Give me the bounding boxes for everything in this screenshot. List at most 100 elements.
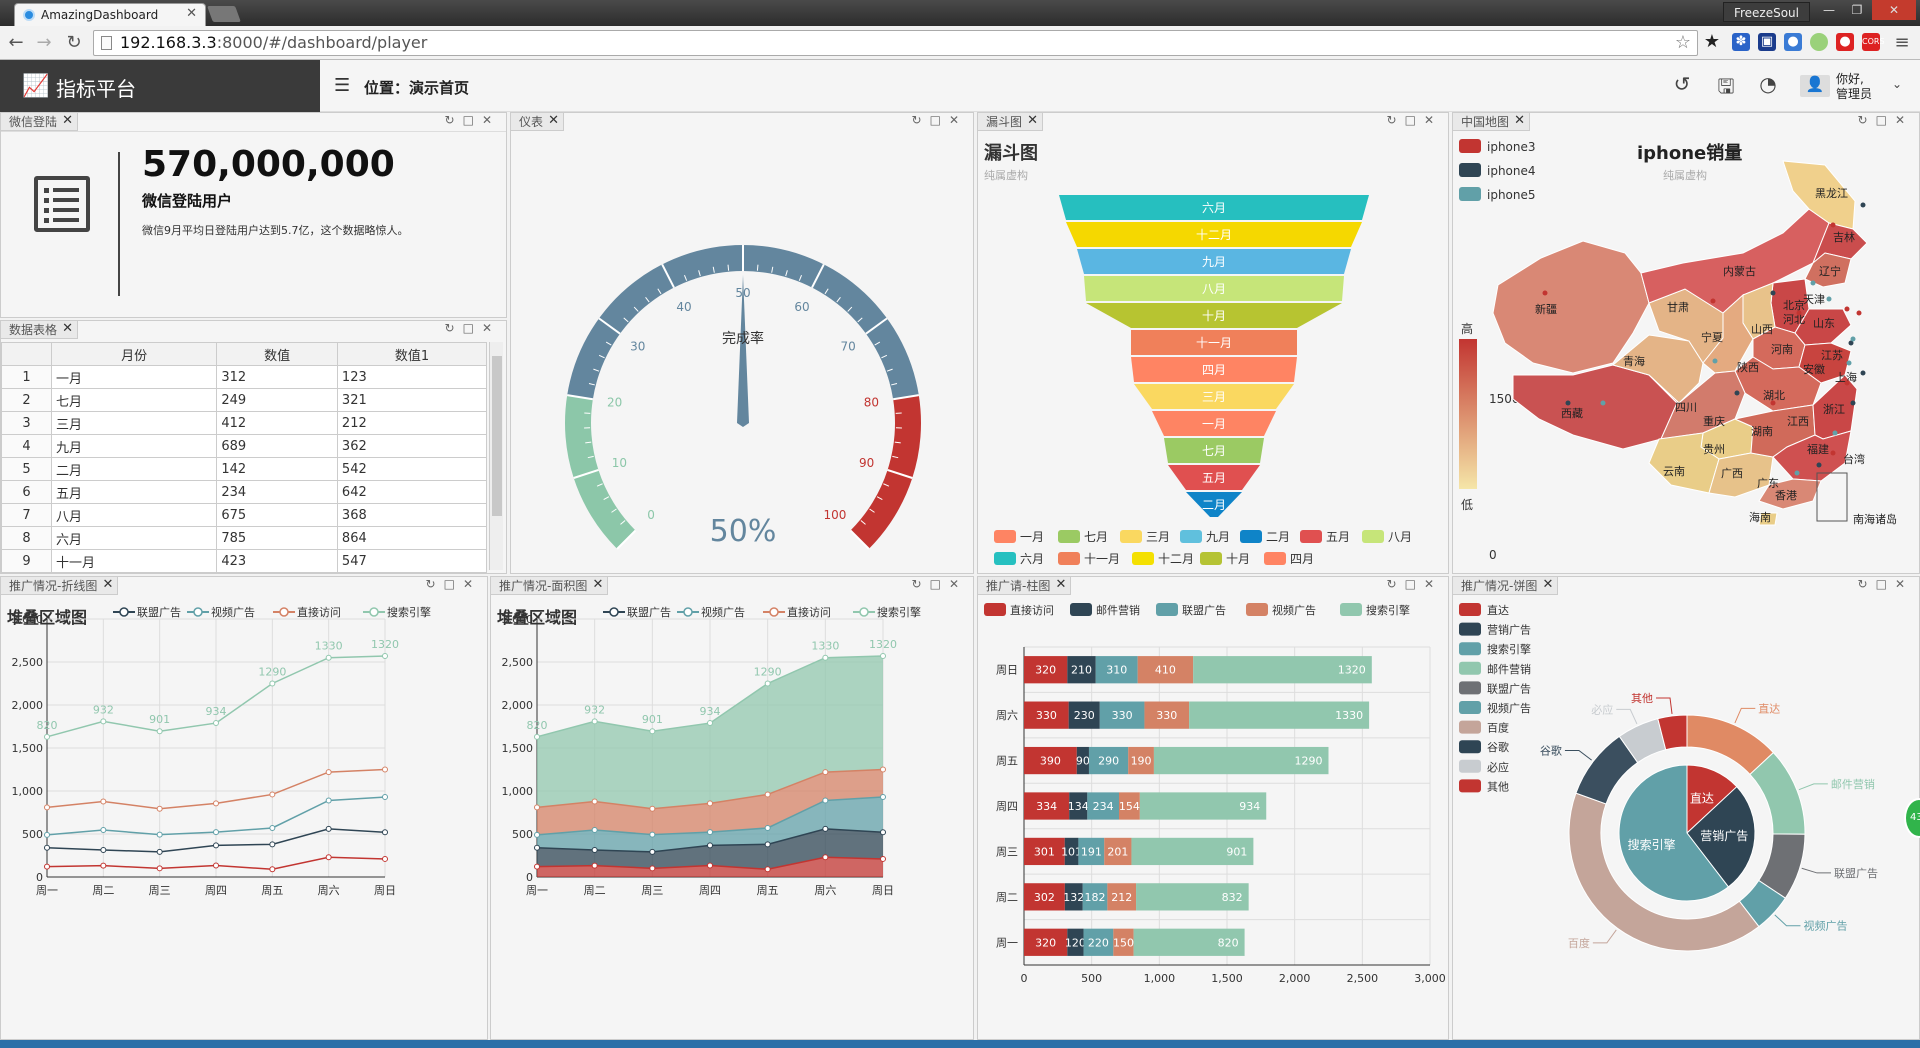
sales-dot xyxy=(1710,298,1716,304)
sales-dot xyxy=(1816,462,1822,468)
pie-legend-swatch xyxy=(1459,759,1481,773)
table-row[interactable]: 6 五月 234 642 xyxy=(1,480,488,504)
browser-menu-icon[interactable]: ≡ xyxy=(1894,32,1910,53)
save-icon[interactable]: 🖫 xyxy=(1717,74,1735,98)
browser-tab[interactable]: AmazingDashboard ✕ xyxy=(14,3,206,26)
map-legend-swatch xyxy=(1459,163,1481,177)
restore-icon[interactable]: ❐ xyxy=(1851,3,1863,17)
dashboard-icon[interactable]: ◔ xyxy=(1759,72,1777,96)
table-cell: 三月 xyxy=(50,411,218,435)
close-window-icon[interactable]: ✕ xyxy=(1872,0,1916,20)
chart-title: 堆叠区域图 xyxy=(7,608,87,627)
table-row[interactable]: 4 九月 689 362 xyxy=(1,434,488,458)
funnel-legend-swatch xyxy=(1200,552,1222,565)
minimize-icon[interactable]: — xyxy=(1823,3,1835,17)
panel-close-icon[interactable]: ✕ xyxy=(548,113,560,128)
panel-close-icon[interactable]: ✕ xyxy=(1055,577,1067,592)
table-header-index xyxy=(1,342,52,366)
data-point xyxy=(591,862,598,869)
table-scrollbar[interactable] xyxy=(489,342,503,570)
panel-tab[interactable]: 漏斗图 ✕ xyxy=(978,113,1044,131)
data-point xyxy=(649,848,656,855)
address-toolbar: ← → ↻ 192.168.3.3:8000/#/dashboard/playe… xyxy=(0,26,1920,60)
table-row[interactable]: 7 八月 675 368 xyxy=(1,503,488,527)
pie-legend-label: 其他 xyxy=(1487,780,1509,793)
table-cell: 423 xyxy=(216,549,338,573)
url-path: :8000/#/dashboard/player xyxy=(216,33,428,52)
scrollbar-thumb[interactable] xyxy=(492,356,502,516)
panel-tab[interactable]: 中国地图 ✕ xyxy=(1453,113,1531,131)
bookmarks-star-icon[interactable]: ★ xyxy=(1703,31,1721,52)
panel-tab[interactable]: 推广情况-饼图 ✕ xyxy=(1453,577,1559,595)
panel-close-icon[interactable]: ✕ xyxy=(62,113,74,128)
map-title: iphone销量 xyxy=(1637,143,1743,164)
bookmark-star-icon[interactable]: ☆ xyxy=(1674,32,1691,53)
green-extension-icon[interactable] xyxy=(1810,33,1828,51)
red-extension-icon[interactable]: ● xyxy=(1836,33,1854,51)
table-row[interactable]: 3 三月 412 212 xyxy=(1,411,488,435)
line-panel: 推广情况-折线图 ✕ ↻□✕ 堆叠区域图 联盟广告 视频广告 直接访问 搜索引擎 0 500 1… xyxy=(0,576,488,1040)
data-point xyxy=(534,733,540,740)
bar-label: 832 xyxy=(1222,891,1243,904)
panel-tab[interactable]: 微信登陆 ✕ xyxy=(1,113,79,131)
table-header-cell[interactable]: 数值 xyxy=(216,342,338,366)
table-row[interactable]: 9 十一月 423 547 xyxy=(1,549,488,573)
user-avatar-icon: 👤 xyxy=(1800,75,1830,97)
table-row[interactable]: 8 六月 785 864 xyxy=(1,526,488,550)
panel-controls[interactable]: ↻□✕ xyxy=(1857,577,1913,591)
gauge-minor-tick xyxy=(605,341,612,346)
window-extension-icon[interactable]: ▣ xyxy=(1758,33,1776,51)
close-tab-icon[interactable]: ✕ xyxy=(186,6,197,21)
outer-label-line xyxy=(1734,707,1756,724)
panel-controls[interactable]: ↻□✕ xyxy=(1386,577,1442,591)
table-header-cell[interactable]: 数值1 xyxy=(336,342,488,366)
data-label: 820 xyxy=(37,719,58,732)
panel-close-icon[interactable]: ✕ xyxy=(62,321,74,336)
browser-user-badge[interactable]: FreezeSoul xyxy=(1722,2,1810,22)
bar-segment xyxy=(1133,928,1245,956)
data-label: 901 xyxy=(149,713,170,726)
window-titlebar: AmazingDashboard ✕ FreezeSoul — ❐ ✕ xyxy=(0,0,1920,26)
gauge-split-line xyxy=(892,394,919,401)
panel-tab[interactable]: 推广情况-折线图 ✕ xyxy=(1,577,119,595)
panel-tab[interactable]: 推广请-柱图 ✕ xyxy=(978,577,1072,595)
brand-area[interactable]: 📈 指标平台 xyxy=(0,60,320,112)
panel-close-icon[interactable]: ✕ xyxy=(102,577,114,592)
panel-controls[interactable]: ↻□✕ xyxy=(425,577,481,591)
blue-extension-icon[interactable]: ● xyxy=(1784,33,1802,51)
undo-icon[interactable]: ↺ xyxy=(1673,72,1691,96)
panel-close-icon[interactable]: ✕ xyxy=(1542,577,1554,592)
table-row[interactable]: 1 一月 312 123 xyxy=(1,365,488,389)
province-label: 四川 xyxy=(1675,401,1697,414)
panel-controls[interactable]: ↻□✕ xyxy=(444,321,500,335)
cors-extension-icon[interactable]: CORS xyxy=(1862,33,1885,51)
url-input[interactable]: 192.168.3.3:8000/#/dashboard/player ☆ xyxy=(93,30,1698,56)
panel-close-icon[interactable]: ✕ xyxy=(1027,113,1039,128)
data-point xyxy=(707,842,713,849)
table-header-row: 月份 数值 数值1 xyxy=(1,342,488,366)
province-label: 广西 xyxy=(1721,467,1743,480)
data-point xyxy=(649,865,656,872)
panel-controls[interactable]: ↻□✕ xyxy=(444,113,500,127)
panel-tab[interactable]: 仪表 ✕ xyxy=(511,113,565,131)
panel-controls[interactable]: ↻□✕ xyxy=(1386,113,1442,127)
table-header-cell[interactable]: 月份 xyxy=(50,342,218,366)
panel-controls[interactable]: ↻□✕ xyxy=(911,113,967,127)
forward-icon[interactable]: → xyxy=(36,32,52,53)
back-icon[interactable]: ← xyxy=(8,32,24,53)
gauge-minor-tick xyxy=(657,288,662,295)
table-row[interactable]: 5 二月 142 542 xyxy=(1,457,488,481)
paw-extension-icon[interactable]: ✽ xyxy=(1732,33,1750,51)
panel-tab[interactable]: 推广情况-面积图 ✕ xyxy=(491,577,609,595)
panel-controls[interactable]: ↻□✕ xyxy=(1857,113,1913,127)
menu-toggle-icon[interactable]: ☰ xyxy=(334,75,351,96)
data-label: 1330 xyxy=(315,640,343,653)
panel-close-icon[interactable]: ✕ xyxy=(592,577,604,592)
reload-icon[interactable]: ↻ xyxy=(66,32,82,53)
table-cell: 4 xyxy=(1,434,52,458)
table-row[interactable]: 2 七月 249 321 xyxy=(1,388,488,412)
panel-tab[interactable]: 数据表格 ✕ xyxy=(1,321,79,339)
panel-controls[interactable]: ↻□✕ xyxy=(911,577,967,591)
panel-close-icon[interactable]: ✕ xyxy=(1514,113,1526,128)
user-menu[interactable]: 👤 你好, 管理员 ⌄ xyxy=(1800,68,1910,104)
